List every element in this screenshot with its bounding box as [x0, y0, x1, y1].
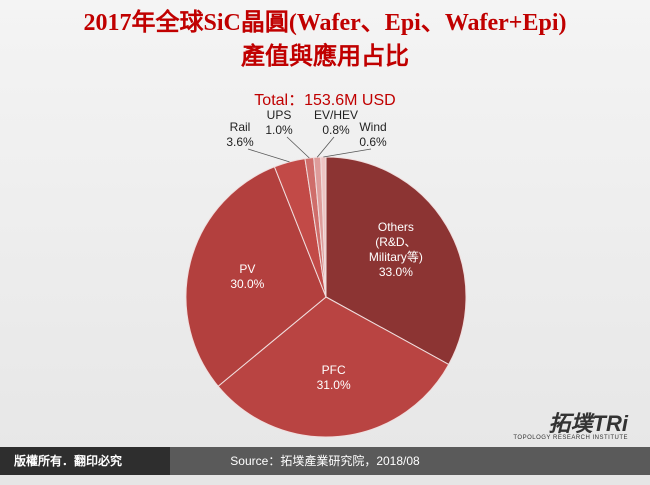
leader-line	[316, 136, 335, 158]
pie-slice	[320, 156, 327, 298]
chart-subtitle: Total：153.6M USD	[254, 92, 396, 109]
slice-label-name: PV	[239, 261, 256, 276]
logo-sub: TOPOLOGY RESEARCH INSTITUTE	[513, 435, 628, 441]
chart-title-line2: 產值與應用占比	[241, 44, 409, 70]
slice-label-value: 31.0%	[316, 377, 351, 392]
slice-label-value: 0.6%	[359, 135, 387, 149]
pie-slice	[185, 166, 327, 387]
slice-label-value: 1.0%	[265, 123, 293, 137]
logo: 拓墣TRi TOPOLOGY RESEARCH INSTITUTE	[513, 411, 628, 442]
slice-label-name: Others (R&D、Military等)	[368, 219, 423, 264]
slice-label: Wind 0.6%	[359, 120, 386, 150]
slice-label: Rail 3.6%	[226, 120, 253, 150]
slice-label: PV 30.0%	[230, 262, 264, 292]
slice-label: UPS 1.0%	[265, 108, 292, 138]
slice-label-name: Rail	[229, 120, 251, 134]
slice-label-name: EV/HEV	[313, 108, 359, 122]
copyright: 版權所有．翻印必究	[0, 447, 170, 475]
slice-label: PFC 31.0%	[317, 363, 351, 393]
slice-label-name: Wind	[359, 120, 387, 134]
leader-line	[286, 136, 310, 159]
pie-slice	[217, 296, 450, 438]
chart-title: 2017年全球SiC晶圓(Wafer、Epi、Wafer+Epi)	[83, 10, 567, 36]
slice-label: Others (R&D、Military等) 33.0%	[361, 220, 431, 280]
logo-text: 拓墣TRi	[548, 411, 628, 436]
slice-label: EV/HEV 0.8%	[314, 108, 358, 138]
slice-label-value: 0.8%	[322, 123, 350, 137]
pie-slice	[325, 156, 467, 366]
slice-label-value: 33.0%	[378, 264, 413, 279]
slice-label-value: 30.0%	[230, 276, 265, 291]
leader-line	[247, 148, 290, 163]
slice-label-value: 3.6%	[226, 135, 254, 149]
slice-label-name: PFC	[321, 362, 346, 377]
leader-line	[323, 148, 372, 158]
source: Source：拓墣產業研究院，2018/08	[230, 454, 420, 468]
slice-label-name: UPS	[266, 108, 292, 122]
